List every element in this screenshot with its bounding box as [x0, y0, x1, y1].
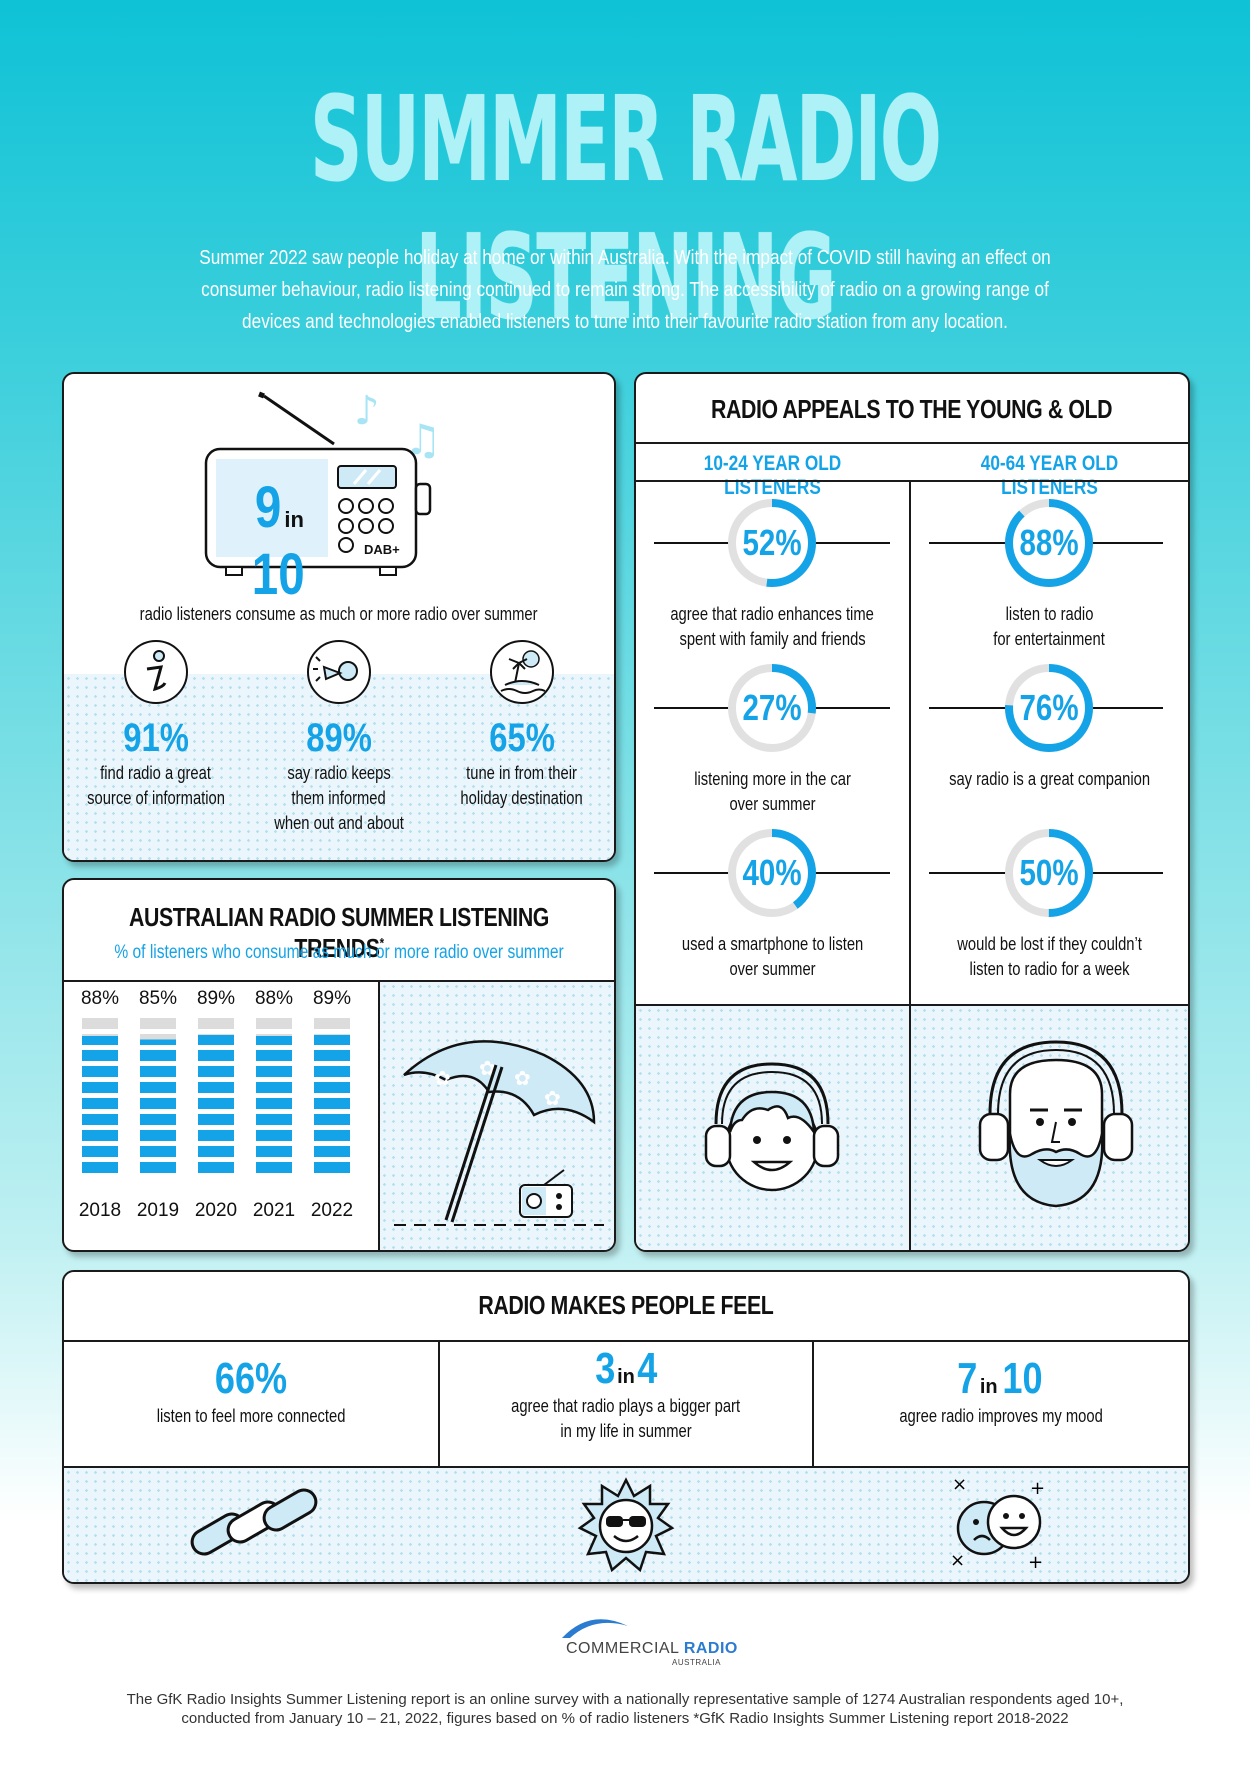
dab-label: DAB+: [364, 542, 400, 557]
bar-value-label: 89%: [312, 988, 352, 1009]
bar-category-label: 2018: [78, 1200, 122, 1221]
donut-caption: would be lost if they couldn’t listen to …: [957, 934, 1142, 979]
bar: [140, 1018, 176, 1178]
hero-caption: radio listeners consume as much or more …: [140, 604, 538, 624]
col-young-header: 10-24 YEAR OLD LISTENERS: [703, 452, 842, 499]
donut-chart: 27%: [727, 663, 817, 753]
svg-text:×: ×: [950, 1550, 965, 1571]
logo-swoosh-icon: [562, 1619, 628, 1638]
older-listener-headphones-icon: [978, 1040, 1134, 1208]
donut-value: 27%: [742, 687, 802, 728]
bar-value-label: 89%: [196, 988, 236, 1009]
donut-value: 50%: [1019, 852, 1079, 893]
bar-chart: 88% 2018 85% 2019 89% 2020 88% 2021 89% 2022: [64, 982, 378, 1250]
bar: [198, 1018, 234, 1178]
appeals-title: RADIO APPEALS TO THE YOUNG & OLD: [711, 394, 1113, 424]
donut-caption: listen to radio for entertainment: [993, 604, 1106, 649]
donut-chart: 50%: [1004, 828, 1094, 918]
donut-value: 40%: [742, 852, 802, 893]
bar-value-label: 88%: [254, 988, 294, 1009]
svg-text:×: ×: [952, 1474, 967, 1495]
bar-category-label: 2021: [252, 1200, 296, 1221]
bar-category-label: 2020: [194, 1200, 238, 1221]
mood-faces-icon: × + × +: [950, 1474, 1045, 1572]
feel-title: RADIO MAKES PEOPLE FEEL: [478, 1290, 774, 1320]
megaphone-icon: [307, 640, 371, 704]
appeals-panel: RADIO APPEALS TO THE YOUNG & OLD 10-24 Y…: [634, 372, 1190, 1252]
intro-paragraph: Summer 2022 saw people holiday at home o…: [199, 247, 1051, 333]
svg-text:+: +: [1028, 1552, 1043, 1572]
donut-chart: 40%: [727, 828, 817, 918]
donut-caption: agree that radio enhances time spent with…: [670, 604, 875, 649]
beach-umbrella-icon: ✿ ✿ ✿✿: [394, 1040, 604, 1226]
chain-link-icon: [190, 1488, 318, 1556]
donut-caption: say radio is a great companion: [948, 769, 1150, 789]
donut-caption: used a smartphone to listen over summer: [681, 934, 864, 979]
donut-chart: 88%: [1004, 498, 1094, 588]
feel-item-1: 66% listen to feel more connected: [156, 1354, 346, 1426]
footnote: The GfK Radio Insights Summer Listening …: [126, 1691, 1124, 1727]
stat-value: 91%: [123, 716, 189, 760]
bar-category-label: 2022: [310, 1200, 354, 1221]
island-icon: [490, 640, 554, 704]
stat-value: 89%: [306, 716, 372, 760]
hero-stat-3: 65% tune in from their holiday destinatio…: [432, 639, 612, 811]
bar-value-label: 85%: [138, 988, 178, 1009]
bar-value-label: 88%: [80, 988, 120, 1009]
donut-value: 52%: [742, 522, 802, 563]
donut-chart: 52%: [727, 498, 817, 588]
svg-text:✿: ✿: [514, 1068, 531, 1090]
donut-value: 88%: [1019, 522, 1079, 563]
svg-text:✿: ✿: [544, 1088, 561, 1110]
commercial-radio-logo: COMMERCIAL RADIO AUSTRALIA: [560, 1612, 740, 1672]
bar: [82, 1018, 118, 1178]
svg-text:✿: ✿: [434, 1068, 451, 1090]
hero-stat-2: 89% say radio keeps them informed when out…: [249, 639, 429, 836]
donut-chart: 76%: [1004, 663, 1094, 753]
donut-value: 76%: [1019, 687, 1079, 728]
donut-caption: listening more in the car over summer: [694, 769, 851, 814]
hero-stats-area: [64, 674, 614, 860]
radio-illustration: ♪ ♫: [204, 388, 442, 576]
trends-panel: AUSTRALIAN RADIO SUMMER LISTENING TRENDS…: [62, 878, 616, 1252]
nine-in-ten: 9 in10: [251, 475, 305, 607]
sun-sunglasses-icon: [577, 1477, 675, 1573]
page-title: SUMMER RADIO LISTENING: [309, 70, 942, 346]
bar-category-label: 2019: [136, 1200, 180, 1221]
svg-text:♪: ♪: [354, 388, 380, 434]
stat-value: 65%: [489, 716, 555, 760]
umbrella-area: [380, 982, 614, 1250]
feel-item-3: 7 in 10 agree radio improves my mood: [899, 1354, 1103, 1426]
young-listener-headphones-icon: [704, 1062, 840, 1192]
trends-title: AUSTRALIAN RADIO SUMMER LISTENING TRENDS…: [129, 902, 549, 963]
bar: [256, 1018, 292, 1178]
bar: [314, 1018, 350, 1178]
hero-stat-1: 91% find radio a great source of informat…: [66, 639, 246, 811]
hero-panel: ♪ ♫ 9 in10 DAB+ radio listeners consume a…: [62, 372, 616, 862]
feel-item-2: 3 in4 agree that radio plays a bigger par…: [511, 1344, 741, 1441]
trends-subtitle: % of listeners who consume as much or mo…: [114, 942, 564, 963]
svg-text:+: +: [1030, 1478, 1045, 1499]
feel-panel: RADIO MAKES PEOPLE FEEL 66% listen to fe…: [62, 1270, 1190, 1584]
col-old-header: 40-64 YEAR OLD LISTENERS: [980, 452, 1119, 499]
info-icon: [124, 640, 188, 704]
